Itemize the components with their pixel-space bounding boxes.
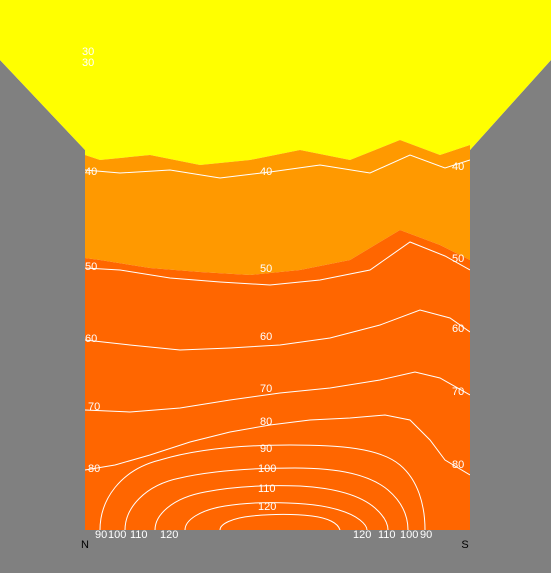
contour-label-80: 80 [260, 416, 272, 428]
contour-label-40: 40 [452, 161, 464, 173]
contour-label-70: 70 [88, 401, 100, 413]
contour-label-110: 110 [258, 483, 276, 495]
contour-label-60: 60 [452, 323, 464, 335]
contour-label-110: 110 [130, 529, 148, 541]
zone-30 [0, 0, 551, 165]
contour-label-110: 110 [378, 529, 396, 541]
contour-label-120: 120 [160, 529, 178, 541]
contour-label-50: 50 [260, 263, 272, 275]
contour-label-80: 80 [88, 463, 100, 475]
contour-label-70: 70 [452, 386, 464, 398]
contour-label-100: 100 [400, 529, 418, 541]
axis-label-s: S [461, 539, 468, 551]
contour-label-100: 100 [258, 463, 276, 475]
contour-label-90: 90 [420, 529, 432, 541]
contour-label-90: 90 [95, 529, 107, 541]
contour-label-120: 120 [258, 501, 276, 513]
contour-label-80: 80 [452, 459, 464, 471]
contour-label-100: 100 [108, 529, 126, 541]
contour-label-70: 70 [260, 383, 272, 395]
contour-label-30: 30 [82, 57, 94, 69]
contour-label-40: 40 [85, 166, 97, 178]
contour-cross-section: 3030404040505050606060707070808080909090… [0, 0, 551, 573]
contour-label-50: 50 [85, 261, 97, 273]
contour-label-90: 90 [260, 443, 272, 455]
contour-label-40: 40 [260, 166, 272, 178]
contour-label-50: 50 [452, 253, 464, 265]
axis-label-n: N [81, 539, 89, 551]
contour-label-60: 60 [260, 331, 272, 343]
contour-label-120: 120 [353, 529, 371, 541]
contour-label-60: 60 [85, 333, 97, 345]
zone-50plus [85, 230, 470, 530]
